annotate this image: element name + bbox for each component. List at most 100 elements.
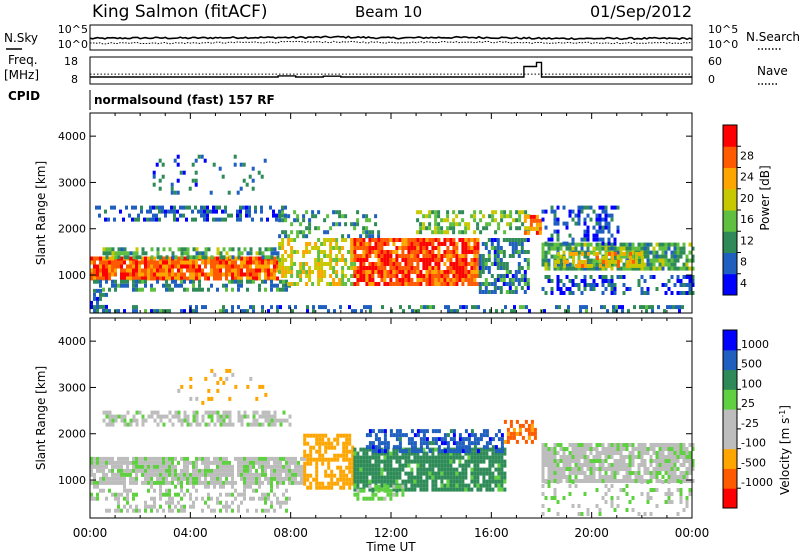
echo-cell [353, 246, 357, 250]
echo-cell [177, 283, 180, 288]
echo-cell [589, 283, 593, 287]
echo-cell [558, 305, 561, 310]
echo-cell [688, 463, 692, 467]
echo-cell [386, 282, 390, 286]
echo-cell [455, 222, 459, 227]
echo-cell [297, 460, 300, 465]
echo-cell [488, 467, 492, 472]
echo-cell [201, 251, 205, 256]
echo-cell [637, 467, 641, 471]
echo-cell [165, 456, 168, 461]
echo-cell [598, 221, 602, 226]
echo-cell [285, 500, 288, 505]
echo-cell [258, 264, 261, 269]
echo-cell [449, 467, 453, 472]
echo-cell [102, 247, 106, 252]
echo-cell [538, 226, 542, 231]
echo-cell [413, 451, 417, 456]
colorbar-swatch [723, 468, 737, 489]
echo-cell [120, 492, 123, 497]
echo-cell [676, 443, 680, 447]
echo-cell [422, 226, 426, 231]
echo-cell [494, 483, 498, 488]
echo-cell [682, 508, 686, 512]
echo-cell [198, 283, 201, 288]
echo-cell [189, 496, 192, 501]
echo-cell [377, 437, 381, 442]
echo-cell [315, 433, 319, 438]
echo-cell [508, 278, 512, 282]
echo-cell [410, 441, 414, 446]
echo-cell [580, 451, 584, 455]
echo-cell [541, 242, 545, 247]
echo-cell [383, 258, 387, 262]
echo-cell [419, 242, 423, 246]
echo-cell [434, 459, 438, 464]
echo-cell [162, 247, 166, 252]
echo-cell [669, 305, 672, 310]
echo-cell [649, 266, 653, 271]
echo-cell [105, 480, 108, 485]
echo-cell [587, 251, 590, 256]
echo-cell [541, 504, 545, 508]
echo-cell [303, 481, 307, 486]
echo-cell [371, 445, 375, 450]
echo-cell [180, 476, 183, 481]
echo-cell [222, 414, 226, 419]
echo-cell [342, 445, 346, 450]
echo-cell [339, 477, 343, 482]
echo-cell [183, 309, 186, 314]
echo-cell [132, 414, 136, 419]
echo-cell [595, 459, 599, 463]
echo-cell [386, 479, 390, 484]
echo-cell [93, 268, 96, 273]
echo-cell [338, 250, 342, 254]
echo-cell [126, 255, 130, 260]
echo-cell [568, 262, 572, 267]
echo-cell [447, 305, 450, 310]
echo-cell [556, 279, 560, 283]
echo-cell [374, 246, 378, 250]
echo-cell [425, 226, 429, 231]
echo-cell [273, 476, 276, 481]
echo-cell [374, 455, 378, 460]
echo-cell [210, 264, 213, 269]
echo-cell [608, 259, 611, 264]
echo-cell [565, 467, 569, 471]
echo-cell [353, 459, 357, 464]
echo-cell [467, 463, 471, 468]
echo-cell [182, 213, 185, 218]
echo-cell [359, 278, 363, 282]
echo-cell [339, 473, 343, 478]
echo-cell [273, 410, 277, 415]
echo-cell [353, 479, 357, 484]
echo-cell [452, 254, 456, 258]
echo-cell [544, 447, 548, 451]
echo-cell [321, 441, 325, 446]
echo-cell [437, 262, 441, 266]
echo-cell [105, 308, 108, 313]
echo-cell [431, 455, 435, 460]
echo-cell [455, 467, 459, 472]
echo-cell [672, 305, 675, 310]
echo-cell [499, 266, 503, 270]
echo-cell [434, 254, 438, 258]
echo-cell [324, 469, 328, 474]
echo-cell [419, 210, 423, 215]
echo-cell [219, 468, 222, 473]
echo-cell [392, 484, 396, 489]
echo-cell [476, 437, 480, 442]
echo-cell [246, 256, 249, 261]
echo-cell [416, 278, 420, 282]
echo-cell [685, 266, 689, 271]
echo-cell [661, 447, 665, 451]
echo-cell [353, 238, 357, 242]
freq-series-line [90, 61, 692, 78]
echo-cell [553, 455, 557, 459]
echo-cell [416, 282, 420, 286]
echo-cell [503, 419, 507, 424]
echo-cell [408, 305, 411, 310]
echo-cell [612, 305, 615, 310]
echo-cell [225, 287, 228, 292]
echo-cell [562, 475, 566, 479]
